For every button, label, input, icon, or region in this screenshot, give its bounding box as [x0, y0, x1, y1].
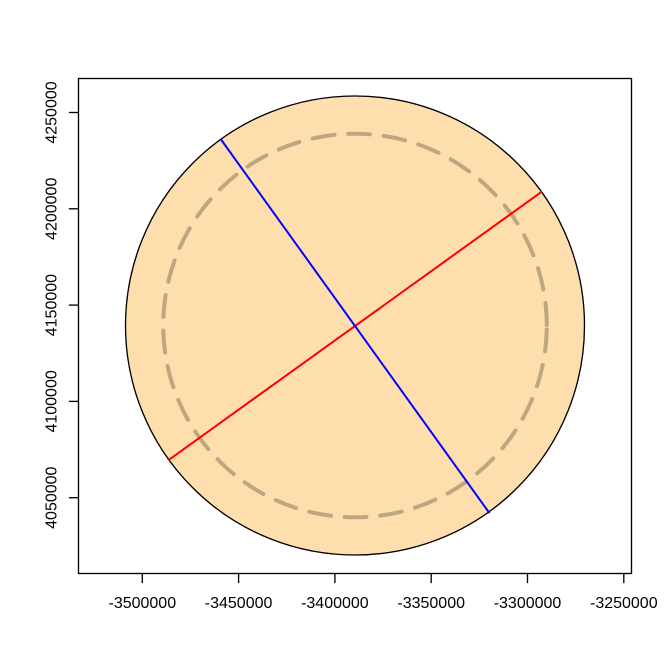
svg-text:4250000: 4250000 [43, 81, 60, 143]
svg-text:4200000: 4200000 [43, 178, 60, 240]
svg-text:4150000: 4150000 [43, 274, 60, 336]
svg-text:-3400000: -3400000 [301, 595, 369, 612]
svg-text:-3500000: -3500000 [108, 595, 176, 612]
svg-text:-3450000: -3450000 [205, 595, 273, 612]
svg-text:-3250000: -3250000 [590, 595, 658, 612]
svg-text:-3350000: -3350000 [397, 595, 465, 612]
svg-text:4100000: 4100000 [43, 370, 60, 432]
svg-text:-3300000: -3300000 [494, 595, 562, 612]
svg-text:4050000: 4050000 [43, 466, 60, 528]
